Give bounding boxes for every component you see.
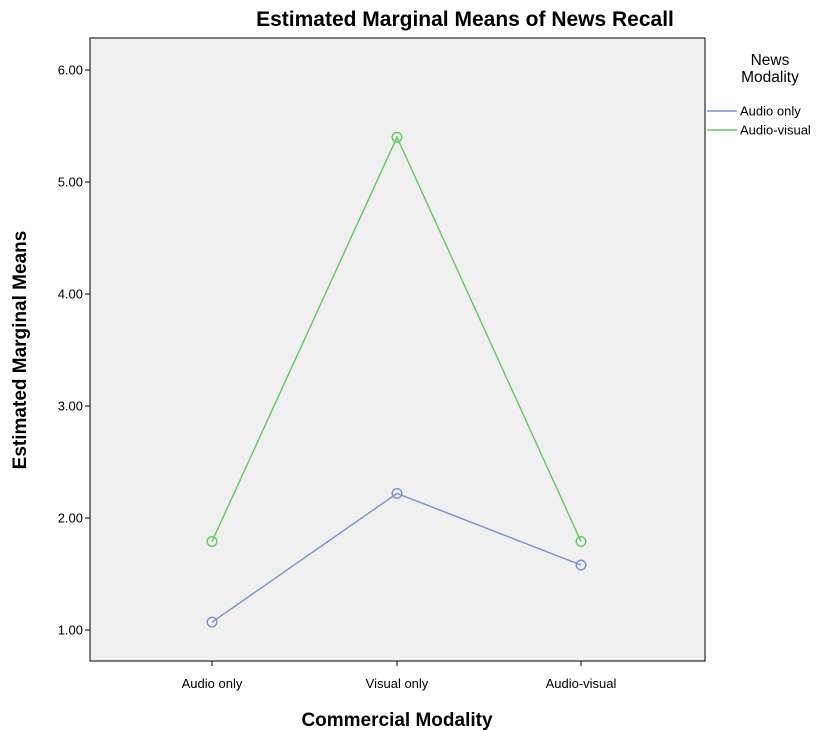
y-axis: 1.00 2.00 3.00 4.00 5.00 6.00 — [58, 63, 90, 638]
legend-title: Modality — [741, 69, 799, 86]
x-axis-title: Commercial Modality — [301, 710, 493, 730]
x-axis: Audio only Visual only Audio-visual — [182, 661, 617, 691]
x-tick-label: Visual only — [366, 676, 429, 691]
y-tick-label: 6.00 — [58, 63, 83, 78]
x-tick-label: Audio-visual — [546, 676, 617, 691]
y-tick-label: 2.00 — [58, 511, 83, 526]
legend-title: News — [751, 52, 790, 69]
plot-area — [90, 38, 705, 661]
chart-title: Estimated Marginal Means of News Recall — [256, 8, 674, 31]
x-tick-label: Audio only — [182, 676, 243, 691]
legend-label: Audio only — [740, 104, 801, 119]
y-tick-label: 3.00 — [58, 399, 83, 414]
y-tick-label: 1.00 — [58, 623, 83, 638]
y-tick-label: 5.00 — [58, 175, 83, 190]
y-tick-label: 4.00 — [58, 287, 83, 302]
y-axis-title: Estimated Marginal Means — [10, 231, 31, 470]
legend-label: Audio-visual — [740, 123, 811, 138]
